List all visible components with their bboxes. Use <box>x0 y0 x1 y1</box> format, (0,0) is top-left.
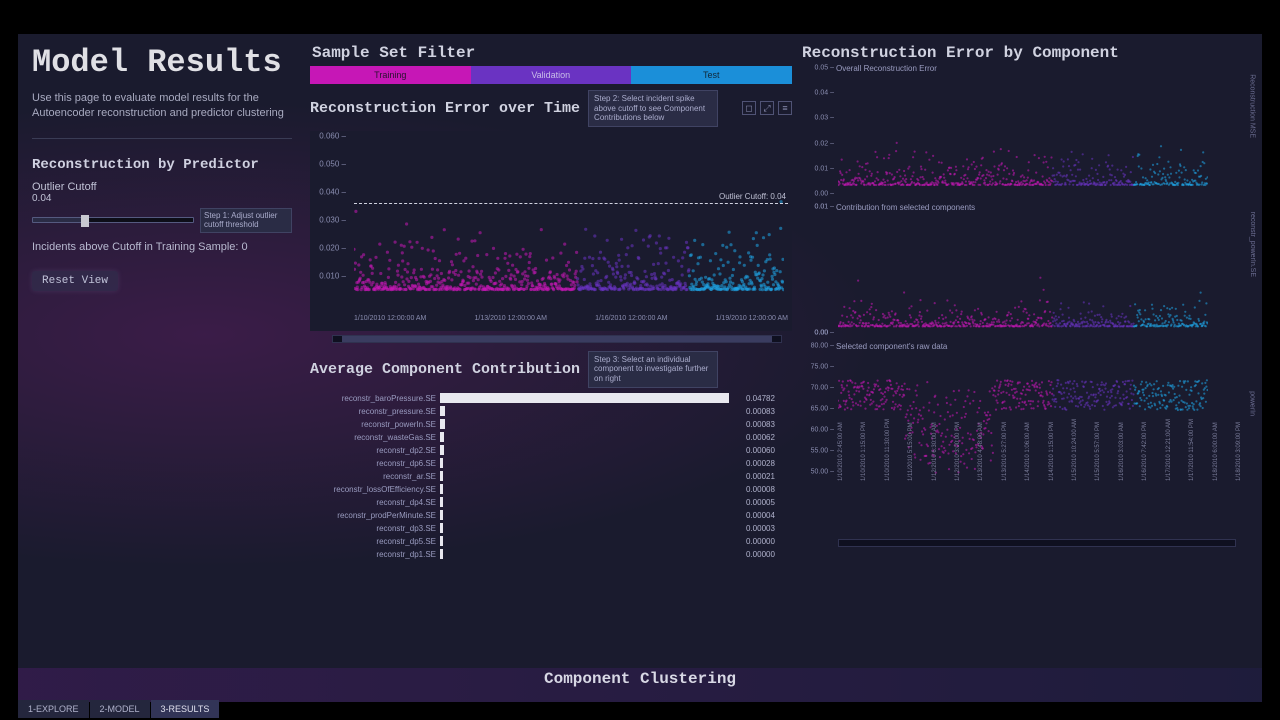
bar-row[interactable]: reconstr_dp3.SE0.00003 <box>310 522 786 535</box>
bar-row[interactable]: reconstr_dp2.SE0.00060 <box>310 444 786 457</box>
avg-contribution-title: Average Component Contribution <box>310 361 580 378</box>
mini-panel-heading: Contribution from selected components <box>836 203 1252 212</box>
step1-tip: Step 1: Adjust outlier cutoff threshold <box>200 208 292 233</box>
bar-row[interactable]: reconstr_dp5.SE0.00000 <box>310 535 786 548</box>
bar-row[interactable]: reconstr_pressure.SE0.00083 <box>310 405 786 418</box>
reset-view-button[interactable]: Reset View <box>32 271 118 291</box>
bar-row[interactable]: reconstr_wasteGas.SE0.00062 <box>310 431 786 444</box>
chart-tool-expand-icon[interactable]: ⤢ <box>760 101 774 115</box>
sidebar: Model Results Use this page to evaluate … <box>18 34 308 668</box>
bar-row[interactable]: reconstr_ar.SE0.00021 <box>310 470 786 483</box>
filter-tabs: TrainingValidationTest <box>310 66 792 84</box>
mini-panel-chart[interactable]: 0.00 –0.00 –0.00 –0.00 –0.01 –0.01 –reco… <box>802 214 1252 340</box>
step3-tip: Step 3: Select an individual component t… <box>588 351 718 388</box>
bar-row[interactable]: reconstr_powerIn.SE0.00083 <box>310 418 786 431</box>
error-time-title: Reconstruction Error over Time <box>310 100 580 117</box>
clustering-title: Component Clustering <box>18 668 1262 702</box>
bottom-tabs: 1-EXPLORE2-MODEL3-RESULTS <box>18 698 1262 720</box>
bar-row[interactable]: reconstr_dp4.SE0.00005 <box>310 496 786 509</box>
avg-contribution-chart[interactable]: reconstr_baroPressure.SE0.04782reconstr_… <box>310 392 792 561</box>
chart-tool-list-icon[interactable]: ≡ <box>778 101 792 115</box>
bar-row[interactable]: reconstr_prodPerMinute.SE0.00004 <box>310 509 786 522</box>
page-subtitle: Use this page to evaluate model results … <box>32 91 292 139</box>
bottom-tab-2-model[interactable]: 2-MODEL <box>90 700 150 718</box>
right-scrubber[interactable] <box>838 539 1236 547</box>
bottom-tab-1-explore[interactable]: 1-EXPLORE <box>18 700 89 718</box>
time-scrubber[interactable] <box>332 335 782 343</box>
center-column: Sample Set Filter TrainingValidationTest… <box>308 34 798 668</box>
filter-tab-training[interactable]: Training <box>310 66 471 84</box>
cutoff-slider[interactable] <box>32 217 194 223</box>
step2-tip: Step 2: Select incident spike above cuto… <box>588 90 718 127</box>
mini-panel-heading: Selected component's raw data <box>836 342 1252 351</box>
bar-row[interactable]: reconstr_baroPressure.SE0.04782 <box>310 392 786 405</box>
bar-row[interactable]: reconstr_dp6.SE0.00028 <box>310 457 786 470</box>
mini-panel-chart[interactable]: 0.00 –0.01 –0.02 –0.03 –0.04 –0.05 –Reco… <box>802 75 1252 201</box>
filter-tab-validation[interactable]: Validation <box>471 66 632 84</box>
filter-tab-test[interactable]: Test <box>631 66 792 84</box>
bottom-tab-3-results[interactable]: 3-RESULTS <box>151 700 220 718</box>
bar-row[interactable]: reconstr_dp1.SE0.00000 <box>310 548 786 561</box>
right-column: Reconstruction Error by Component Overal… <box>798 34 1262 668</box>
bar-row[interactable]: reconstr_lossOfEfficiency.SE0.00008 <box>310 483 786 496</box>
page-title: Model Results <box>32 44 292 81</box>
mini-panel-heading: Overall Reconstruction Error <box>836 64 1252 73</box>
sidebar-section-title: Reconstruction by Predictor <box>32 157 292 173</box>
incidents-count: Incidents above Cutoff in Training Sampl… <box>32 241 292 253</box>
cutoff-label: Outlier Cutoff <box>32 181 292 193</box>
cutoff-value: 0.04 <box>32 193 292 204</box>
right-title: Reconstruction Error by Component <box>802 44 1252 62</box>
error-over-time-chart[interactable]: 0.010 –0.020 –0.030 –0.040 –0.050 –0.060… <box>310 131 792 331</box>
cutoff-slider-thumb[interactable] <box>81 215 89 227</box>
filter-title: Sample Set Filter <box>310 44 792 62</box>
chart-tool-select-icon[interactable]: ◻ <box>742 101 756 115</box>
